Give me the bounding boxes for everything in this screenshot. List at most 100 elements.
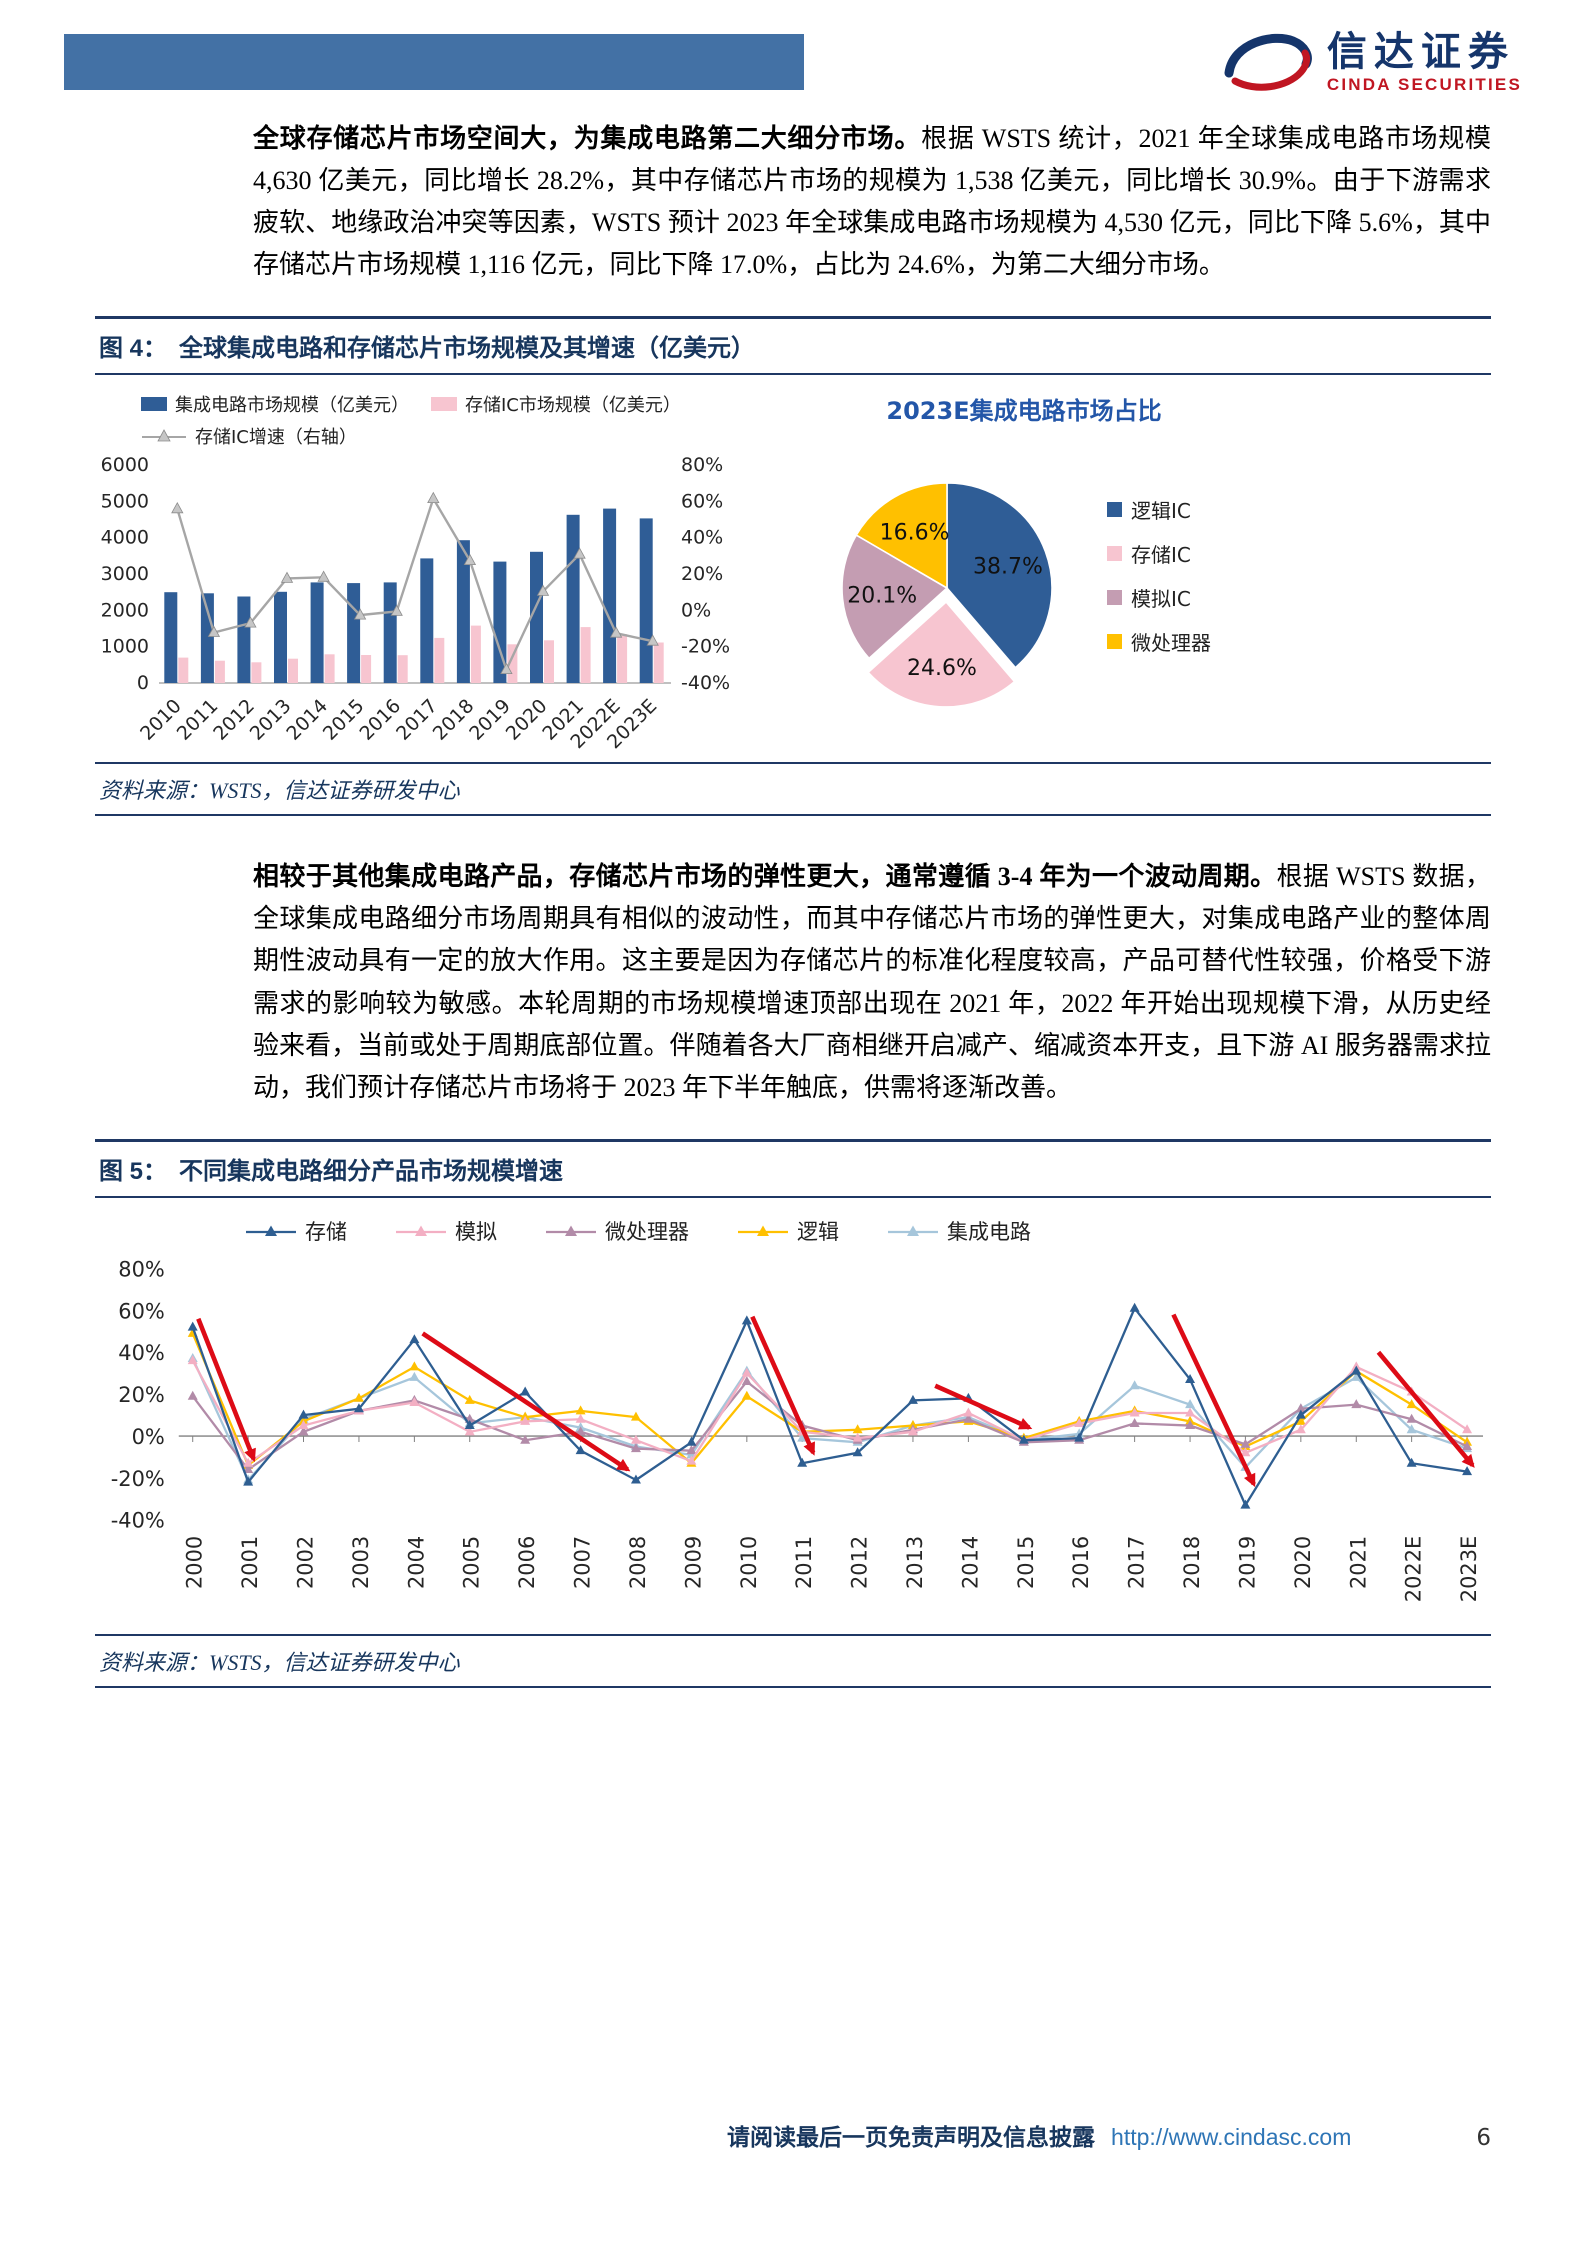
svg-text:2010: 2010 [136, 695, 186, 745]
svg-text:2018: 2018 [429, 695, 479, 745]
svg-text:2002: 2002 [293, 1536, 317, 1589]
fig4-combo-wrap: 集成电路市场规模（亿美元） 存储IC市场规模（亿美元） 存储IC增速（右轴） 0 1… [95, 391, 755, 760]
fig5-line-chart: -40% -20% 0% 20% 40% 60% 80% 2000 2001 2002 2003 20… [111, 1257, 1484, 1603]
svg-text:60%: 60% [681, 491, 723, 513]
svg-text:2018: 2018 [1180, 1536, 1204, 1589]
svg-text:2013: 2013 [903, 1536, 927, 1589]
legend-item: 存储IC市场规模（亿美元） [431, 391, 681, 417]
paragraph-1-text: 根据 WSTS 统计，2021 年全球集成电路市场规模 4,630 亿美元，同比… [253, 123, 1491, 280]
svg-text:40%: 40% [681, 527, 723, 549]
svg-text:2016: 2016 [1069, 1536, 1093, 1589]
svg-text:40%: 40% [118, 1341, 165, 1365]
svg-text:2008: 2008 [626, 1536, 650, 1589]
svg-text:2019: 2019 [1235, 1536, 1259, 1589]
fig4-pie-chart: 38.7% 24.6% 20.1% 16.6% [841, 482, 1053, 709]
pie-slices: 38.7% 24.6% 20.1% 16.6% [841, 482, 1053, 709]
figure-5-source: 资料来源：WSTS，信达证券研发中心 [95, 1633, 1491, 1688]
svg-text:2005: 2005 [460, 1536, 484, 1589]
growth-line-series [171, 492, 659, 675]
svg-text:2014: 2014 [958, 1536, 982, 1589]
svg-text:2022E: 2022E [1402, 1536, 1426, 1603]
svg-text:1000: 1000 [101, 636, 149, 658]
svg-text:2004: 2004 [404, 1536, 428, 1589]
svg-text:-20%: -20% [681, 636, 730, 658]
svg-text:5000: 5000 [101, 491, 149, 513]
logo-name-cn: 信达证券 [1326, 29, 1515, 74]
paragraph-2-text: 根据 WSTS 数据，全球集成电路细分市场周期具有相似的波动性，而其中存储芯片市… [253, 862, 1491, 1102]
series-集成电路 [187, 1352, 1473, 1484]
legend-item: 模拟IC [1107, 583, 1211, 612]
fig4-legend-row-2: 存储IC增速（右轴） [95, 423, 755, 449]
svg-text:2011: 2011 [792, 1536, 816, 1589]
legend-item: 集成电路市场规模（亿美元） [141, 391, 409, 417]
svg-text:6000: 6000 [101, 455, 149, 476]
svg-text:2020: 2020 [1291, 1536, 1315, 1589]
svg-text:2019: 2019 [465, 695, 515, 745]
svg-text:2003: 2003 [349, 1536, 373, 1589]
svg-text:2006: 2006 [515, 1536, 539, 1589]
legend-item: 存储IC [1107, 539, 1211, 568]
legend-item: 逻辑 [737, 1216, 839, 1246]
legend-item: 存储IC增速（右轴） [141, 423, 357, 449]
svg-text:-40%: -40% [681, 672, 730, 694]
svg-text:60%: 60% [118, 1299, 165, 1323]
svg-text:2017: 2017 [1125, 1536, 1149, 1589]
svg-text:2001: 2001 [238, 1536, 262, 1589]
figure-4-source: 资料来源：WSTS，信达证券研发中心 [95, 762, 1491, 817]
legend-item: 微处理器 [1107, 627, 1211, 656]
page-footer: 请阅读最后一页免责声明及信息披露 http://www.cindasc.com … [95, 2118, 1491, 2152]
legend-item: 微处理器 [545, 1216, 689, 1246]
cinda-logo-icon [1224, 33, 1312, 91]
svg-text:2000: 2000 [183, 1536, 207, 1589]
figure-5-caption: 图 5： 不同集成电路细分产品市场规模增速 [95, 1142, 1491, 1198]
footer-disclaimer: 请阅读最后一页免责声明及信息披露 [727, 2125, 1096, 2150]
svg-text:2012: 2012 [209, 695, 259, 745]
figure-5-body: 存储 模拟 微处理器 逻辑 集成电路 -40% -20% 0% 20% 40% 60% 80% 200… [95, 1198, 1491, 1634]
page-header: 信达证券 CINDA SECURITIES [0, 0, 1586, 94]
body-paragraph-2: 相较于其他集成电路产品，存储芯片市场的弹性更大，通常遵循 3-4 年为一个波动周… [253, 856, 1491, 1109]
svg-text:2007: 2007 [571, 1536, 595, 1589]
svg-text:80%: 80% [681, 455, 723, 476]
svg-text:4000: 4000 [101, 527, 149, 549]
figure-4-title: 全球集成电路和存储芯片市场规模及其增速（亿美元） [179, 335, 756, 363]
svg-text:2010: 2010 [737, 1536, 761, 1589]
svg-text:3000: 3000 [101, 563, 149, 585]
svg-text:38.7%: 38.7% [973, 555, 1043, 580]
figure-4: 图 4： 全球集成电路和存储芯片市场规模及其增速（亿美元） 集成电路市场规模（亿美… [95, 316, 1491, 817]
fig4-legend-row-1: 集成电路市场规模（亿美元） 存储IC市场规模（亿美元） [95, 391, 755, 417]
fig4-pie-wrap: 2023E集成电路市场占比 38.7% 24.6% 20.1% 16.6% 逻辑IC 存… [789, 391, 1259, 730]
footer-url-link[interactable]: http://www.cindasc.com [1111, 2124, 1352, 2150]
figure-5: 图 5： 不同集成电路细分产品市场规模增速 存储 模拟 微处理器 逻辑 集成电路 -40%… [95, 1138, 1491, 1688]
fig4-pie-legend: 逻辑IC 存储IC 模拟IC 微处理器 [1107, 495, 1211, 656]
svg-text:2011: 2011 [173, 695, 223, 745]
svg-text:0: 0 [137, 672, 149, 694]
header-banner [64, 33, 804, 90]
trend-arrows [196, 1313, 1475, 1488]
svg-text:80%: 80% [118, 1257, 165, 1281]
svg-text:2000: 2000 [101, 600, 149, 622]
svg-text:2009: 2009 [681, 1536, 705, 1589]
svg-text:20%: 20% [118, 1383, 165, 1407]
fig5-legend: 存储 模拟 微处理器 逻辑 集成电路 [95, 1216, 1491, 1246]
figure-4-caption: 图 4： 全球集成电路和存储芯片市场规模及其增速（亿美元） [95, 319, 1491, 376]
svg-text:-40%: -40% [111, 1509, 165, 1533]
svg-text:2015: 2015 [319, 695, 369, 745]
footer-page-number: 6 [1476, 2125, 1491, 2151]
figure-4-body: 集成电路市场规模（亿美元） 存储IC市场规模（亿美元） 存储IC增速（右轴） 0 1… [95, 375, 1491, 762]
svg-text:20.1%: 20.1% [847, 584, 917, 609]
svg-text:-20%: -20% [111, 1467, 165, 1491]
fig4-combo-chart: 0 1000 2000 3000 4000 5000 6000 -40% -20% 0% 20% 40… [101, 454, 730, 753]
figure-4-label: 图 4： [99, 335, 168, 363]
svg-text:2012: 2012 [848, 1536, 872, 1589]
series-存储 [187, 1302, 1473, 1509]
svg-text:24.6%: 24.6% [907, 656, 977, 681]
svg-text:2016: 2016 [355, 695, 405, 745]
legend-item: 集成电路 [887, 1216, 1031, 1246]
svg-text:2023E: 2023E [1457, 1536, 1481, 1603]
legend-item: 存储 [245, 1216, 347, 1246]
svg-text:20%: 20% [681, 563, 723, 585]
figure-5-title: 不同集成电路细分产品市场规模增速 [179, 1157, 564, 1185]
legend-item: 逻辑IC [1107, 495, 1211, 524]
legend-item: 模拟 [395, 1216, 497, 1246]
